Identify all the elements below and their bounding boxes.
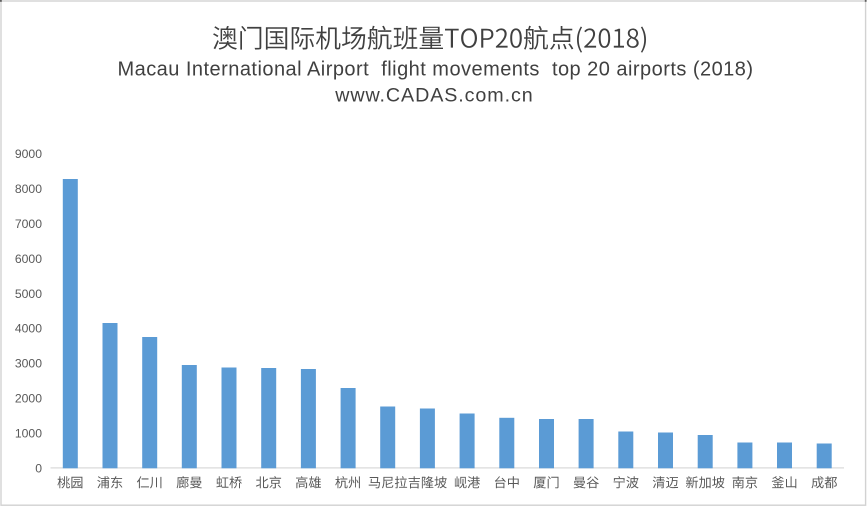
svg-text:www.CADAS.com.cn: www.CADAS.com.cn bbox=[334, 85, 533, 107]
svg-text:9000: 9000 bbox=[15, 147, 42, 161]
svg-text:Macau International Airport f: Macau International Airport flight movem… bbox=[118, 59, 754, 81]
svg-text:6000: 6000 bbox=[15, 252, 42, 266]
svg-text:4000: 4000 bbox=[15, 322, 42, 336]
svg-text:8000: 8000 bbox=[15, 182, 42, 196]
svg-text:7000: 7000 bbox=[15, 217, 42, 231]
svg-text:2000: 2000 bbox=[15, 392, 42, 406]
svg-text:0: 0 bbox=[35, 461, 42, 475]
svg-text:1000: 1000 bbox=[15, 426, 42, 440]
svg-text:3000: 3000 bbox=[15, 357, 42, 371]
svg-text:5000: 5000 bbox=[15, 287, 42, 301]
